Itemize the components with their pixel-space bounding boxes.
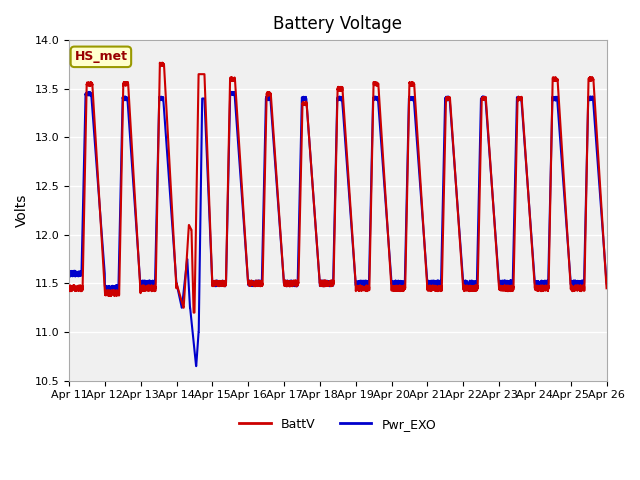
Legend: BattV, Pwr_EXO: BattV, Pwr_EXO: [234, 413, 441, 436]
Title: Battery Voltage: Battery Voltage: [273, 15, 403, 33]
Y-axis label: Volts: Volts: [15, 194, 29, 227]
Text: HS_met: HS_met: [74, 50, 127, 63]
